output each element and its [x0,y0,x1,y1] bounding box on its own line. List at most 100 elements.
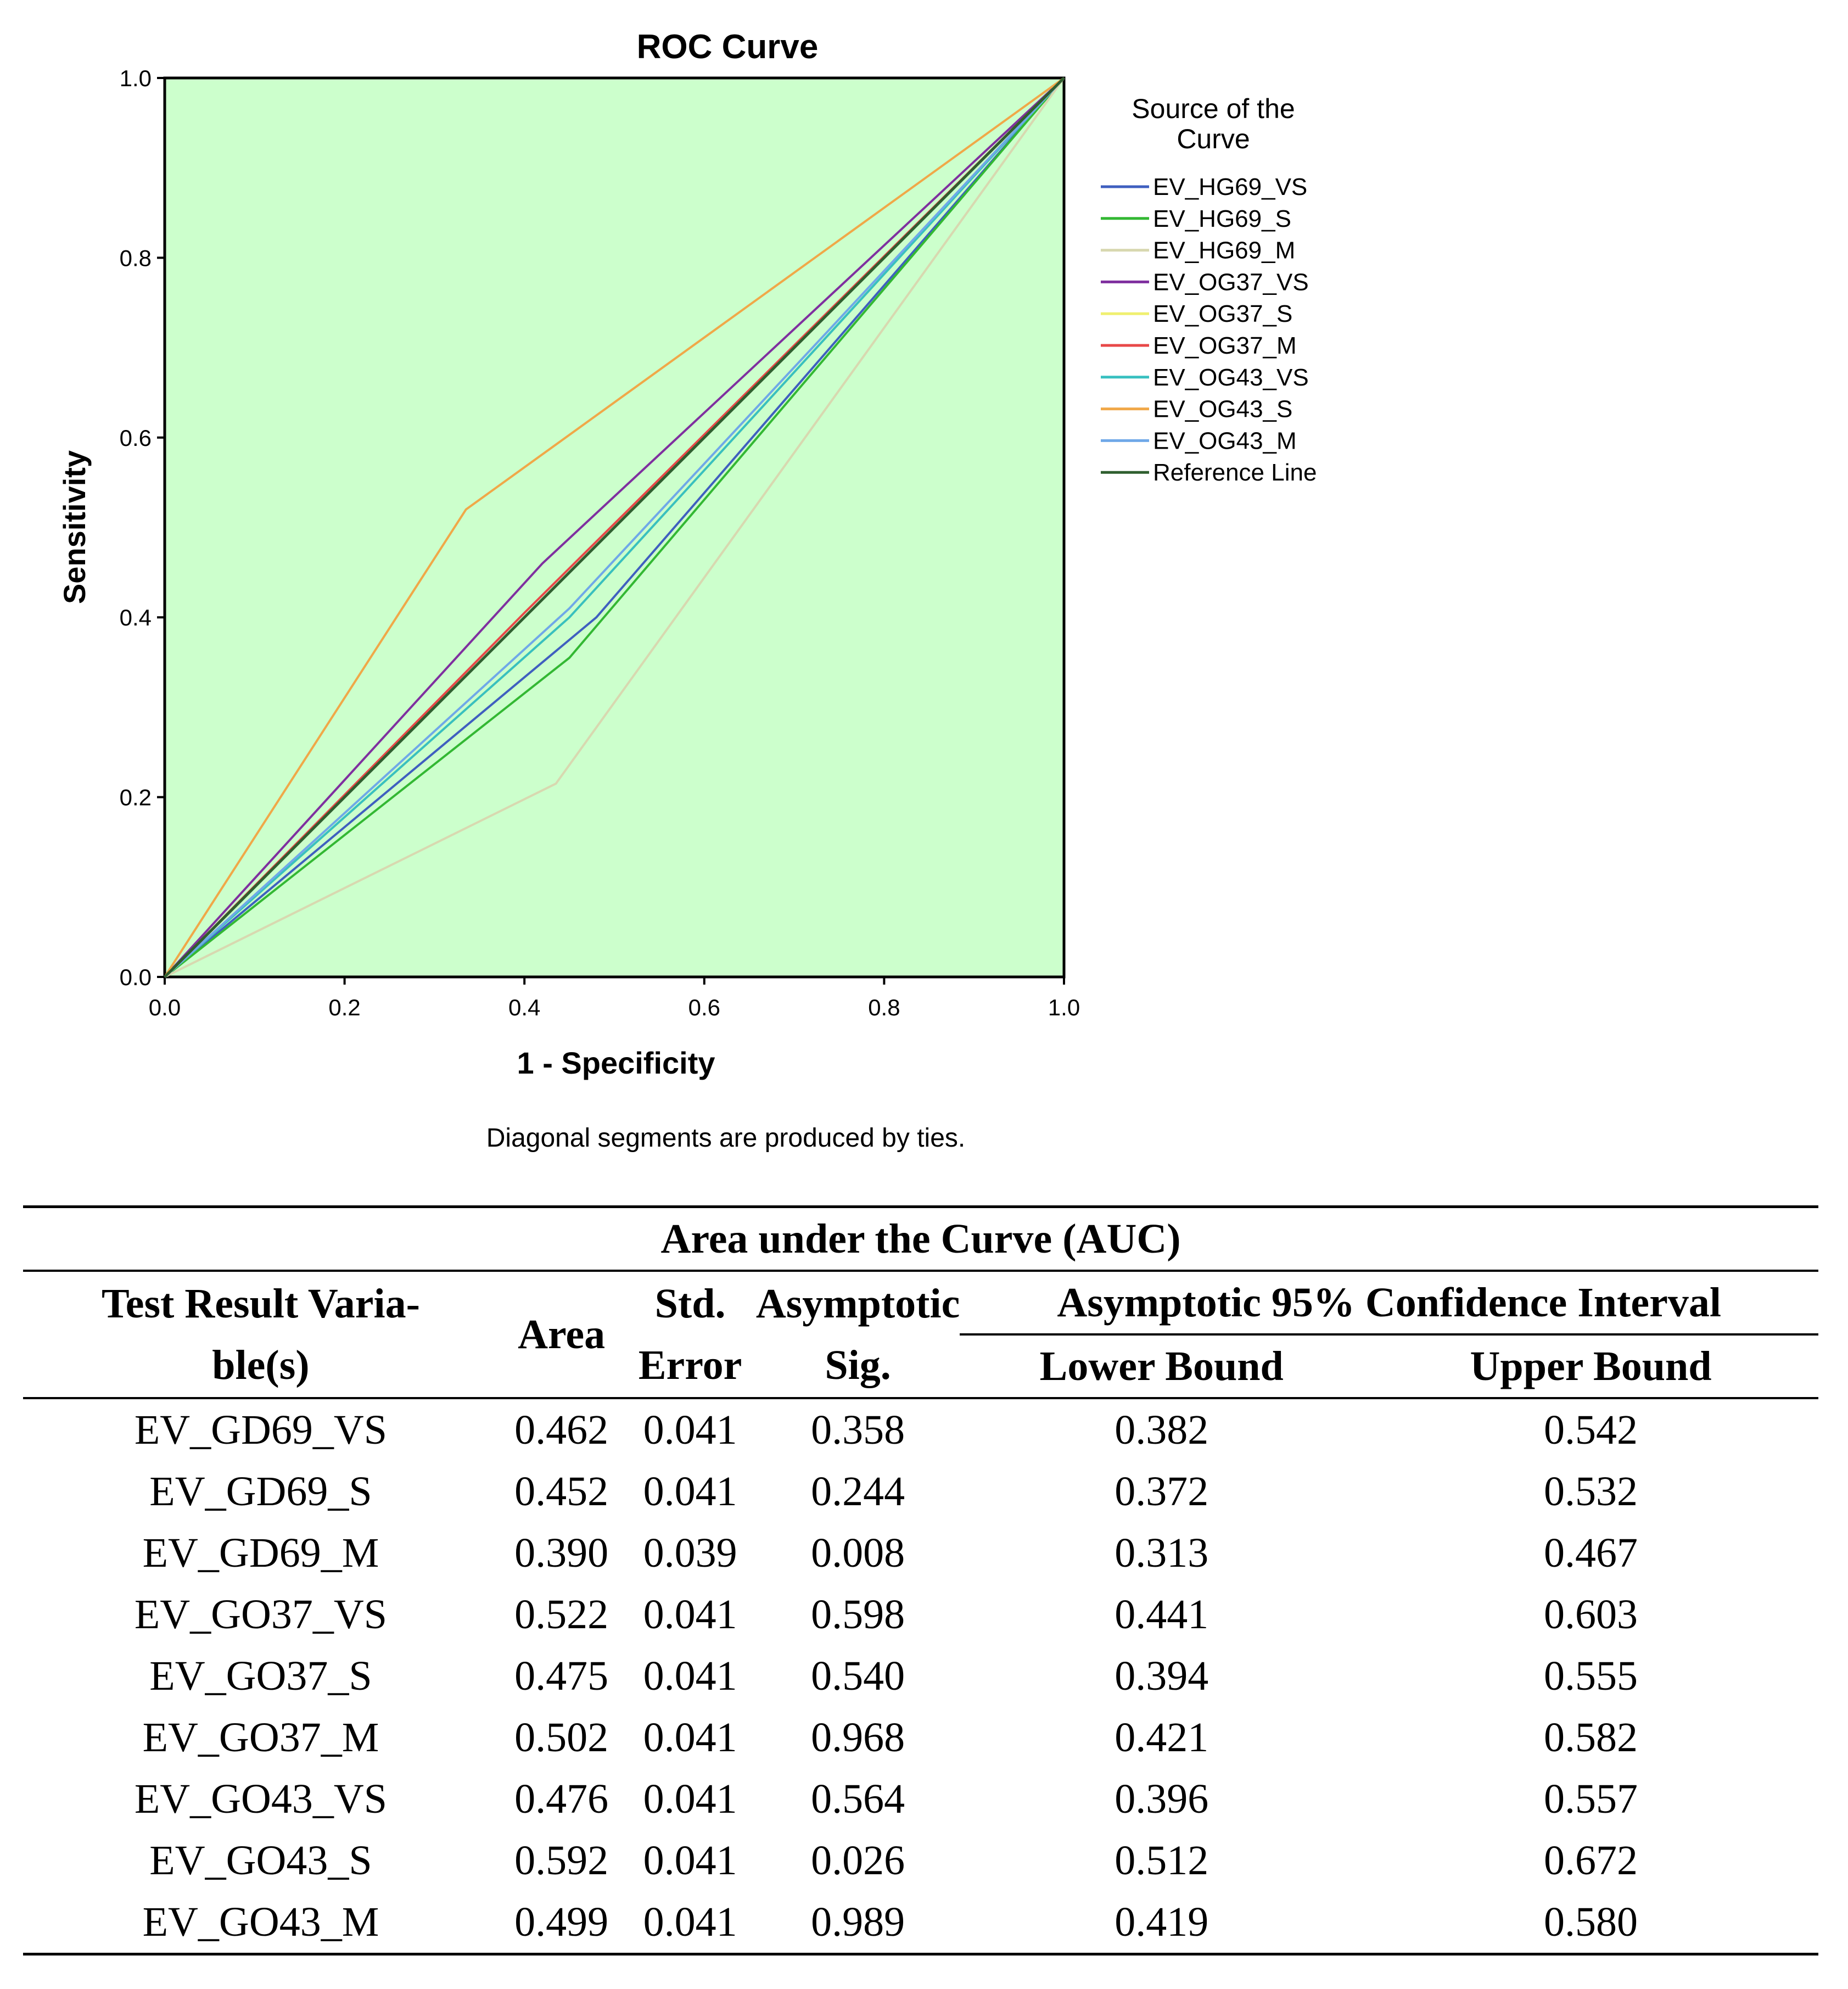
header-asymptotic-sig: Asymptotic Sig. [755,1281,960,1388]
roc-chart: ROC Curve 0.0 0.2 0.4 0.6 0.8 1.0 0.00.20.40.… [57,28,1317,1153]
cell-sig: 0.968 [811,1714,905,1761]
x-tick-label: 0.2 [328,994,360,1020]
cell-upper: 0.532 [1544,1468,1638,1515]
table-row: EV_GO43_VS 0.476 0.041 0.564 0.396 0.557 [23,1768,1818,1830]
cell-area: 0.502 [514,1714,609,1761]
series-line-ev-hg69-vs [164,77,1065,978]
cell-std: 0.041 [643,1653,737,1699]
cell-sig: 0.564 [811,1776,905,1822]
cell-std: 0.041 [643,1591,737,1638]
x-tick-label: 0.4 [508,994,540,1020]
cell-std: 0.041 [643,1407,737,1453]
cell-upper: 0.467 [1544,1530,1638,1576]
legend-label: EV_HG69_VS [1153,174,1307,200]
cell-lower: 0.394 [1115,1653,1209,1699]
series-line-ev-og43-s [164,77,1065,978]
cell-lower: 0.382 [1115,1407,1209,1453]
y-tick-label: 0.0 [120,964,152,990]
legend-label: EV_OG43_M [1153,427,1297,454]
legend-title-line1: Source of the [1132,93,1295,124]
auc-table-container: Area under the Curve (AUC) Test Result V… [23,1205,1818,1956]
cell-upper: 0.672 [1544,1837,1638,1884]
legend-label: EV_OG37_VS [1153,269,1309,295]
header-area: Area [518,1311,606,1357]
table-row: EV_GO43_M 0.499 0.041 0.989 0.419 0.580 [23,1891,1818,1954]
table-row: EV_GD69_S 0.452 0.041 0.244 0.372 0.532 [23,1461,1818,1522]
cell-sig: 0.244 [811,1468,905,1515]
cell-variable: EV_GO37_VS [134,1591,388,1638]
x-axis-label: 1 - Specificity [517,1046,715,1080]
cell-lower: 0.313 [1115,1530,1209,1576]
y-axis-ticks: 0.0 0.2 0.4 0.6 0.8 1.0 [120,65,165,990]
cell-area: 0.462 [514,1407,609,1453]
x-axis-ticks: 0.0 0.2 0.4 0.6 0.8 1.0 [149,977,1080,1020]
table-row: EV_GD69_M 0.390 0.039 0.008 0.313 0.467 [23,1522,1818,1584]
cell-sig: 0.989 [811,1899,905,1945]
cell-variable: EV_GO37_M [142,1714,379,1761]
cell-std: 0.041 [643,1837,737,1884]
cell-lower: 0.372 [1115,1468,1209,1515]
cell-variable: EV_GD69_M [142,1530,379,1576]
cell-lower: 0.419 [1115,1899,1209,1945]
legend-label: EV_OG37_M [1153,332,1297,359]
chart-footnote: Diagonal segments are produced by ties. [486,1124,966,1153]
cell-area: 0.475 [514,1653,609,1699]
cell-area: 0.592 [514,1837,609,1884]
table-row: EV_GO43_S 0.592 0.041 0.026 0.512 0.672 [23,1830,1818,1891]
series-line-ev-og43-vs [164,77,1065,978]
cell-area: 0.390 [514,1530,609,1576]
series-line-reference-line [164,77,1065,978]
table-title: Area under the Curve (AUC) [660,1216,1181,1262]
cell-area: 0.499 [514,1899,609,1945]
cell-std: 0.039 [643,1530,737,1576]
cell-variable: EV_GO37_S [149,1653,372,1699]
y-axis-label: Sensitivity [57,450,92,604]
cell-variable: EV_GO43_VS [134,1776,388,1822]
cell-upper: 0.603 [1544,1591,1638,1638]
cell-upper: 0.580 [1544,1899,1638,1945]
table-row: EV_GO37_M 0.502 0.041 0.968 0.421 0.582 [23,1707,1818,1768]
cell-upper: 0.582 [1544,1714,1638,1761]
header-lower-bound: Lower Bound [1039,1343,1284,1389]
cell-upper: 0.555 [1544,1653,1638,1699]
cell-lower: 0.441 [1115,1591,1209,1638]
x-tick-label: 1.0 [1048,994,1080,1020]
legend-label: EV_HG69_M [1153,237,1295,264]
cell-area: 0.452 [514,1468,609,1515]
table-row: EV_GO37_VS 0.522 0.041 0.598 0.441 0.603 [23,1584,1818,1645]
cell-std: 0.041 [643,1899,737,1945]
legend-label: EV_OG43_S [1153,396,1292,423]
table-row: EV_GO37_S 0.475 0.041 0.540 0.394 0.555 [23,1645,1818,1707]
cell-area: 0.522 [514,1591,609,1638]
cell-upper: 0.542 [1544,1407,1638,1453]
x-tick-label: 0.0 [149,994,181,1020]
series-line-ev-hg69-m [164,77,1065,978]
legend-label: Reference Line [1153,459,1317,486]
cell-upper: 0.557 [1544,1776,1638,1822]
y-tick-label: 0.8 [120,245,152,271]
y-tick-label: 0.2 [120,785,152,811]
header-std-error: Std. Error [638,1281,742,1388]
cell-variable: EV_GO43_S [149,1837,372,1884]
cell-variable: EV_GO43_M [142,1899,379,1945]
cell-std: 0.041 [643,1714,737,1761]
cell-lower: 0.396 [1115,1776,1209,1822]
cell-sig: 0.598 [811,1591,905,1638]
roc-series [164,77,1065,978]
cell-variable: EV_GD69_VS [134,1407,388,1453]
y-tick-label: 0.4 [120,605,152,630]
y-tick-label: 0.6 [120,425,152,451]
legend-label: EV_OG37_S [1153,300,1292,327]
cell-area: 0.476 [514,1776,609,1822]
cell-variable: EV_GD69_S [149,1468,372,1515]
cell-lower: 0.512 [1115,1837,1209,1884]
legend: Source of the Curve EV_HG69_VS EV_HG69_S E… [1101,93,1317,486]
series-line-ev-og37-vs [164,77,1065,978]
y-tick-label: 1.0 [120,65,152,91]
legend-label: EV_OG43_VS [1153,364,1309,391]
x-tick-label: 0.8 [868,994,900,1020]
header-variable: Test Result Varia-ble(s) [102,1281,420,1388]
cell-lower: 0.421 [1115,1714,1209,1761]
cell-sig: 0.008 [811,1530,905,1576]
cell-sig: 0.026 [811,1837,905,1884]
